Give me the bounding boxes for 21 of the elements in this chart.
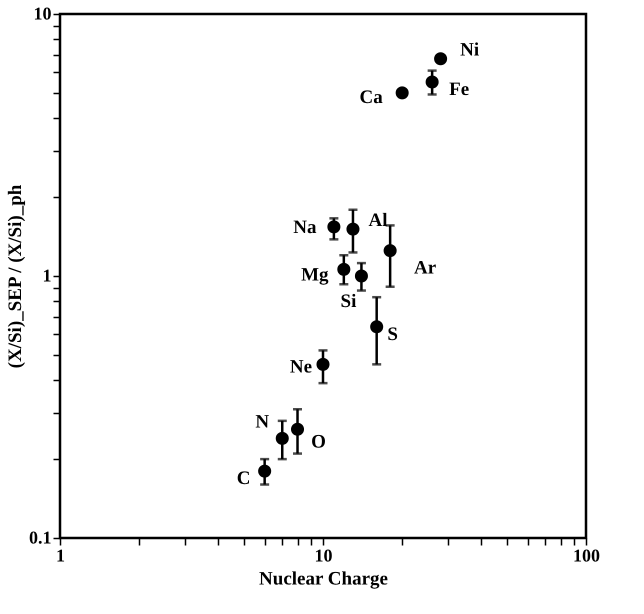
annotation: N [255, 411, 270, 432]
x-tick-label: 1 [56, 546, 65, 566]
annotation: Fe [449, 79, 470, 100]
y-tick-label: 10 [34, 4, 52, 24]
annotation: C [236, 468, 251, 490]
x-tick-label: 100 [573, 546, 600, 566]
annotation: Ca [360, 86, 384, 108]
annotation: Mg [301, 264, 330, 286]
annotation: Ni [460, 40, 480, 61]
annotation: Na [293, 216, 317, 238]
annotation: O [311, 431, 326, 452]
y-tick-label: 0.1 [29, 528, 52, 548]
annotation: S [387, 324, 398, 345]
x-axis-title: Nuclear Charge [259, 568, 388, 590]
y-axis-title: (X/Si)_SEP / (X/Si)_ph [5, 184, 26, 368]
x-tick-label: 10 [314, 546, 332, 566]
annotation: Ar [414, 258, 437, 279]
annotation: Si [340, 291, 356, 312]
y-tick-label: 1 [42, 266, 52, 286]
annotation: Ne [290, 356, 312, 378]
annotation: Al [368, 210, 388, 232]
